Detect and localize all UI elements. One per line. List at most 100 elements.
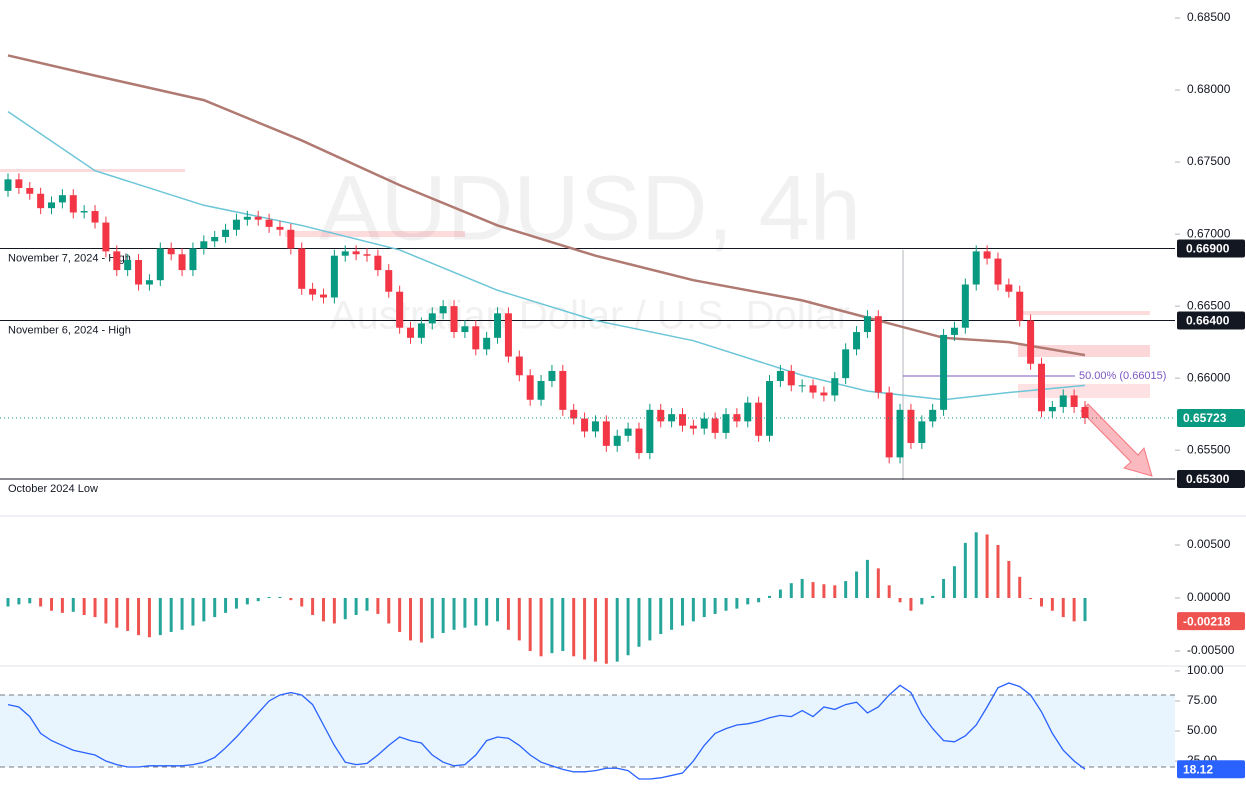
y-tick-label: 0.68000 [1187, 82, 1231, 96]
histogram-bar [680, 598, 684, 626]
histogram-bar [376, 598, 380, 614]
fib-label: 50.00% (0.66015) [1079, 370, 1166, 382]
histogram-bar [430, 598, 434, 639]
candle [113, 251, 121, 271]
histogram-bar [865, 559, 869, 599]
histogram-bar [583, 598, 587, 660]
zone [1018, 311, 1150, 315]
candle [483, 337, 491, 350]
candle [385, 270, 393, 292]
candle [309, 288, 317, 295]
histogram-bar [387, 598, 391, 624]
candle [961, 284, 969, 328]
candle [581, 418, 589, 432]
histogram-bar [702, 598, 706, 618]
histogram-bar [952, 566, 956, 599]
candle [689, 425, 697, 429]
histogram-bar [909, 598, 913, 611]
candle [167, 248, 175, 255]
histogram-bar [746, 598, 750, 605]
histogram-bar [876, 568, 880, 599]
zone [1018, 384, 1150, 398]
histogram-bar [844, 581, 848, 599]
candle [744, 402, 752, 422]
y-tick-label: 75.00 [1187, 693, 1217, 707]
level-label-bg [1177, 311, 1245, 330]
price-label-bg [1177, 409, 1245, 428]
histogram-bar [604, 598, 608, 664]
candle [766, 381, 774, 436]
candle [450, 306, 458, 333]
histogram-bar [506, 598, 510, 630]
candle [4, 179, 12, 191]
candle [896, 409, 904, 458]
candle [722, 414, 730, 433]
candle [58, 195, 66, 203]
price-label-bg [1177, 612, 1245, 631]
histogram-bar [528, 598, 532, 652]
histogram-bar [724, 598, 728, 611]
histogram-bar [496, 598, 500, 622]
histogram-bar [115, 598, 119, 628]
candle [863, 316, 871, 333]
candle [200, 241, 208, 249]
histogram-bar [887, 585, 891, 599]
histogram-bar [409, 598, 413, 641]
y-tick-label: 0.67000 [1187, 226, 1231, 240]
histogram-bar [82, 598, 86, 615]
level-label-bg [1177, 239, 1245, 258]
histogram-bar [158, 598, 162, 636]
zone [0, 169, 185, 172]
candle [211, 236, 219, 242]
histogram-bar [572, 598, 576, 657]
candle [994, 258, 1002, 285]
histogram-bar [191, 598, 195, 626]
candle [341, 251, 349, 256]
candle [222, 229, 230, 237]
histogram-bar [180, 598, 184, 630]
candle [972, 251, 980, 285]
histogram-bar [659, 598, 663, 635]
candle [635, 428, 643, 454]
histogram-bar [648, 598, 652, 641]
y-tick-label: 100.00 [1187, 663, 1224, 677]
candle [820, 392, 828, 396]
candle [515, 356, 523, 376]
histogram-bar [822, 584, 826, 599]
candle [265, 219, 273, 227]
y-tick-label: 0.68500 [1187, 10, 1231, 24]
candle [929, 409, 937, 422]
histogram-bar [245, 598, 249, 605]
candle [156, 248, 164, 281]
candle [657, 409, 665, 422]
candle [842, 349, 850, 379]
histogram-bar [974, 532, 978, 599]
candle [1070, 395, 1078, 407]
histogram-bar [224, 598, 228, 613]
price-label: 18.12 [1183, 762, 1213, 776]
candle [798, 385, 806, 387]
histogram-bar [963, 542, 967, 599]
y-tick-label: 0.66000 [1187, 370, 1231, 384]
candle [591, 421, 599, 432]
candle [254, 216, 262, 220]
histogram-bar [778, 589, 782, 599]
level-label: 0.66400 [1186, 314, 1230, 328]
candle [1048, 406, 1056, 412]
y-tick-label: 0.65500 [1187, 442, 1231, 456]
candle [700, 418, 708, 429]
candle [461, 326, 469, 333]
candle [428, 313, 436, 324]
y-tick-label: -0.00500 [1187, 643, 1235, 657]
forecast-arrow [1080, 403, 1153, 477]
y-tick-label: 0.00000 [1187, 590, 1231, 604]
histogram-bar [615, 598, 619, 662]
candle [417, 323, 425, 338]
candle [874, 316, 882, 393]
candle [48, 202, 56, 209]
histogram-bar [474, 598, 478, 626]
histogram-bar [996, 545, 1000, 599]
candle [809, 385, 817, 393]
candle [102, 222, 110, 252]
